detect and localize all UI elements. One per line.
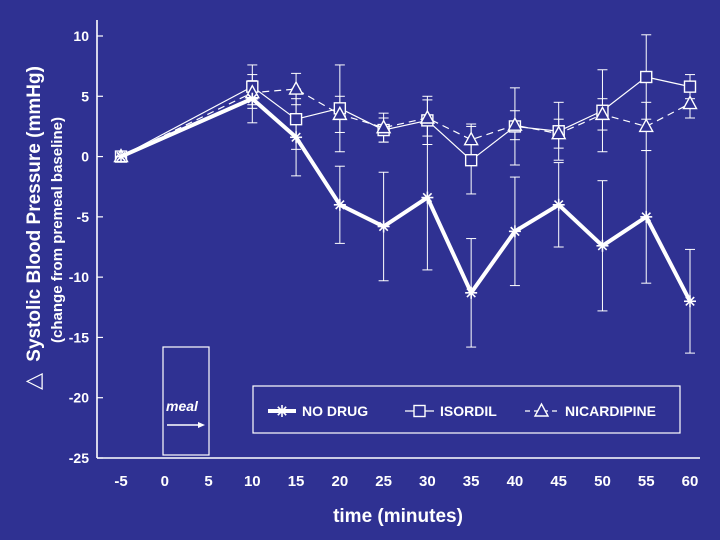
data-point-nicardipine [463, 131, 479, 146]
data-point-nicardipine [288, 80, 304, 95]
legend-marker-nicardipine [533, 402, 550, 417]
legend-items: NO DRUG ISORDIL NICARDIPINE [268, 402, 656, 419]
x-tick-label: 20 [332, 473, 349, 490]
x-tick-label: 15 [288, 473, 305, 490]
y-tick-label: -10 [69, 269, 89, 285]
data-point-isordil [640, 70, 653, 84]
series-line-nicardipine [120, 88, 691, 158]
y-tick-label: -25 [69, 450, 89, 466]
legend-label-isordil: ISORDIL [440, 403, 497, 419]
data-point-no-drug [552, 198, 565, 211]
meal-arrow-head [198, 422, 205, 428]
x-tick-label: 25 [375, 473, 392, 490]
y-axis-sublabel: (change from premeal baseline) [49, 117, 66, 343]
legend-item-nicardipine: NICARDIPINE [525, 402, 656, 419]
legend-box [252, 385, 681, 434]
legend-marker-isordil [413, 404, 426, 418]
x-tick-label: 50 [594, 473, 611, 490]
x-tick-label: 30 [419, 473, 436, 490]
axis-labels: time (minutes) △ Systolic Blood Pressure… [20, 66, 463, 527]
series-no-drug [115, 92, 696, 308]
legend: NO DRUG ISORDIL NICARDIPINE [252, 385, 681, 434]
y-tick-label: -20 [69, 390, 89, 406]
legend-item-isordil: ISORDIL [405, 403, 497, 419]
data-point-no-drug [421, 191, 434, 204]
series-line-isordil [120, 76, 691, 161]
series-nicardipine [113, 80, 698, 163]
x-tick-label: 0 [161, 473, 169, 490]
error-bars-no-drug [247, 74, 695, 354]
y-tick-label: 5 [81, 88, 89, 104]
data-point-nicardipine [507, 116, 523, 131]
data-point-no-drug [640, 210, 653, 223]
data-point-isordil [464, 153, 478, 167]
data-point-nicardipine [682, 95, 698, 110]
y-tick-label: -5 [77, 209, 90, 225]
legend-item-no-drug: NO DRUG [268, 403, 368, 419]
series-layer [113, 34, 698, 354]
data-point-no-drug [290, 131, 303, 144]
data-point-no-drug [596, 239, 609, 252]
legend-label-no-drug: NO DRUG [302, 403, 368, 419]
series-line-no-drug [120, 96, 692, 303]
x-tick-label: 60 [682, 473, 699, 490]
y-tick-label: -15 [69, 329, 89, 345]
x-tick-label: 55 [638, 473, 655, 490]
data-point-no-drug [684, 295, 696, 308]
x-tick-label: 40 [507, 473, 524, 490]
meal-indicator: meal [162, 346, 210, 456]
meal-label: meal [166, 398, 199, 414]
y-axis-sublabel-group: (change from premeal baseline) [49, 117, 66, 343]
y-axis-symbol: △ [20, 373, 45, 390]
meal-box [162, 346, 210, 456]
data-point-no-drug [246, 92, 259, 105]
data-point-no-drug [465, 286, 478, 299]
data-point-nicardipine [375, 119, 392, 134]
data-point-no-drug [377, 220, 390, 233]
x-tick-label: 5 [204, 473, 212, 490]
data-point-isordil [683, 80, 697, 93]
y-axis-title: △ Systolic Blood Pressure (mmHg) [20, 66, 45, 390]
legend-marker-no-drug [276, 405, 288, 417]
axes [96, 20, 700, 459]
data-point-nicardipine [638, 117, 654, 133]
x-tick-label: -5 [114, 473, 127, 490]
data-point-nicardipine [594, 105, 611, 121]
data-point-no-drug [508, 225, 521, 238]
x-tick-label: 35 [463, 473, 480, 490]
x-tick-label: 10 [244, 473, 261, 490]
y-tick-label: 10 [73, 28, 89, 44]
data-point-nicardipine [551, 125, 567, 140]
x-tick-label: 45 [550, 473, 567, 490]
data-point-isordil [289, 112, 303, 126]
data-point-nicardipine [419, 109, 436, 124]
y-axis-label-group: △ Systolic Blood Pressure (mmHg) [20, 66, 45, 390]
x-axis-label: time (minutes) [333, 506, 463, 527]
legend-label-nicardipine: NICARDIPINE [565, 403, 656, 419]
y-tick-label: 0 [81, 149, 89, 165]
data-point-no-drug [115, 150, 127, 163]
data-point-nicardipine [332, 105, 348, 121]
y-axis-label: Systolic Blood Pressure (mmHg) [24, 66, 45, 362]
data-point-no-drug [333, 198, 346, 211]
